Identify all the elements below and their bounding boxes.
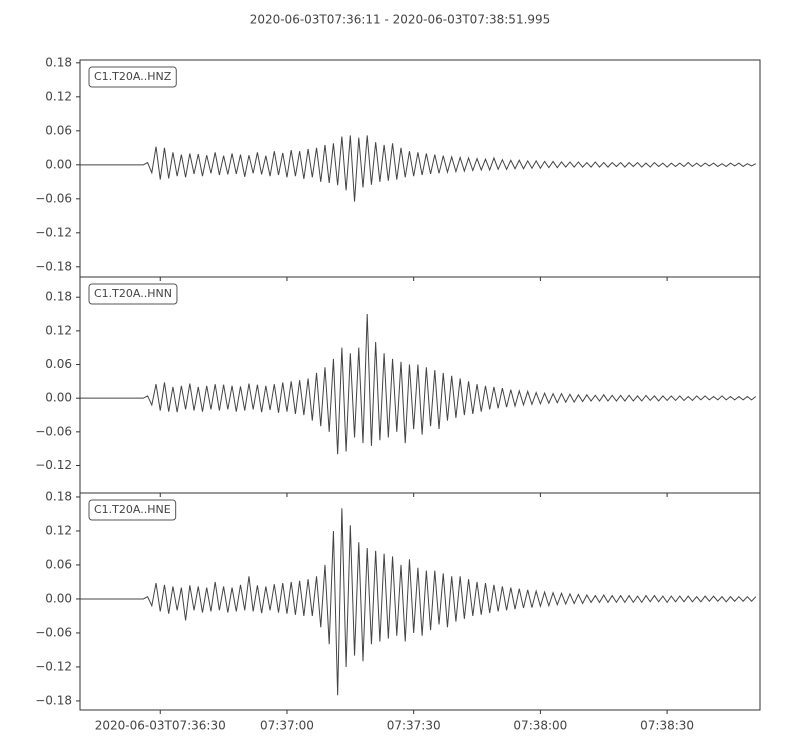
y-tick-label: −0.06 [35,625,72,639]
y-tick-label: 0.06 [45,357,72,371]
trace-label: C1.T20A..HNN [94,287,172,300]
y-tick-label: 0.18 [45,489,72,503]
trace-label-box [88,66,177,88]
y-tick-label: −0.18 [35,693,72,707]
waveform [80,135,757,202]
y-tick-label: −0.06 [35,191,72,205]
y-tick-label: 0.06 [45,123,72,137]
x-tick-label: 07:37:00 [260,719,314,733]
x-tick-label: 2020-06-03T07:36:30 [95,719,226,733]
trace-label-box [88,499,177,521]
y-tick-label: 0.00 [45,391,72,405]
x-tick-label: 07:38:00 [513,719,567,733]
trace-label: C1.T20A..HNZ [94,70,172,83]
y-tick-label: −0.12 [35,225,72,239]
y-tick-label: −0.12 [35,659,72,673]
waveform [80,314,757,455]
x-tick-label: 07:38:30 [640,719,694,733]
y-tick-label: 0.06 [45,557,72,571]
y-tick-label: −0.18 [35,259,72,273]
y-tick-label: 0.00 [45,157,72,171]
waveform [80,508,757,696]
y-tick-label: 0.18 [45,290,72,304]
y-tick-label: 0.12 [45,323,72,337]
y-tick-label: −0.06 [35,424,72,438]
panel-frame [79,492,761,711]
x-tick-label: 07:37:30 [387,719,441,733]
trace-label-box [88,283,178,305]
y-tick-label: 0.12 [45,89,72,103]
trace-label: C1.T20A..HNE [94,503,171,516]
y-tick-label: 0.18 [45,55,72,69]
y-tick-label: 0.12 [45,523,72,537]
y-tick-label: −0.12 [35,458,72,472]
chart-title: 2020-06-03T07:36:11 - 2020-06-03T07:38:5… [250,13,551,27]
y-tick-label: 0.00 [45,591,72,605]
